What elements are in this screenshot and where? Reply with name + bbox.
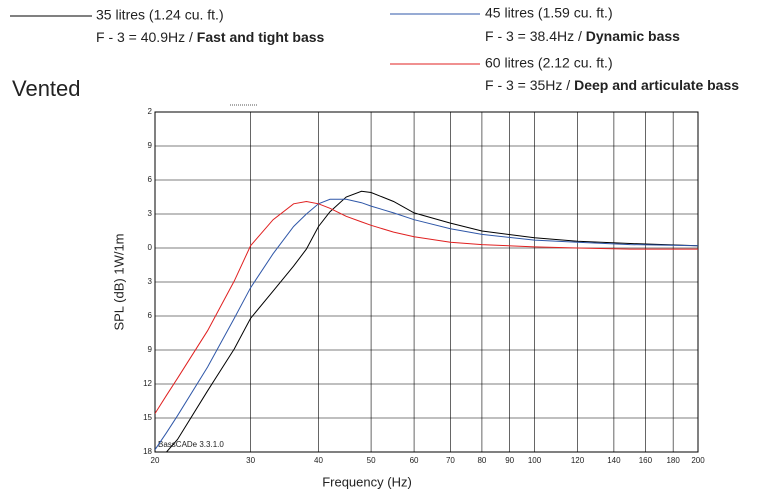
legend-detail: F - 3 = 38.4Hz / Dynamic bass bbox=[485, 28, 680, 44]
legend-label: 35 litres (1.24 cu. ft.) bbox=[96, 7, 224, 23]
x-tick-label: 90 bbox=[505, 456, 514, 465]
x-tick-label: 30 bbox=[246, 456, 255, 465]
series-line bbox=[155, 200, 698, 414]
y-axis-label: SPL (dB) 1W/1m bbox=[111, 233, 126, 330]
x-tick-label: 160 bbox=[639, 456, 653, 465]
x-tick-label: 70 bbox=[446, 456, 455, 465]
x-tick-label: 100 bbox=[528, 456, 542, 465]
legend-sound: Fast and tight bass bbox=[197, 29, 325, 45]
legend-detail: F - 3 = 40.9Hz / Fast and tight bass bbox=[96, 29, 325, 45]
legend-f3: F - 3 = 38.4Hz / bbox=[485, 28, 582, 44]
legend-detail: F - 3 = 35Hz / Deep and articulate bass bbox=[485, 77, 739, 93]
y-tick-label: 3 bbox=[148, 277, 153, 286]
legend-sound: Dynamic bass bbox=[586, 28, 680, 44]
x-tick-label: 140 bbox=[607, 456, 621, 465]
legend-label: 60 litres (2.12 cu. ft.) bbox=[485, 55, 613, 71]
y-tick-label: 12 bbox=[143, 379, 152, 388]
y-tick-label: 0 bbox=[148, 243, 153, 252]
y-tick-label: 18 bbox=[143, 447, 152, 456]
y-tick-label: 6 bbox=[148, 311, 153, 320]
x-tick-label: 200 bbox=[691, 456, 705, 465]
x-tick-label: 80 bbox=[477, 456, 486, 465]
x-tick-label: 50 bbox=[367, 456, 376, 465]
x-tick-label: 120 bbox=[571, 456, 585, 465]
x-axis-label: Frequency (Hz) bbox=[322, 474, 412, 489]
y-tick-label: 2 bbox=[148, 107, 153, 116]
legend-sound: Deep and articulate bass bbox=[574, 77, 739, 93]
series-line bbox=[155, 198, 698, 450]
x-tick-label: 180 bbox=[666, 456, 680, 465]
legend-label: 45 litres (1.59 cu. ft.) bbox=[485, 5, 613, 21]
legend-f3: F - 3 = 35Hz / bbox=[485, 77, 570, 93]
annotation: BassCADe 3.3.1.0 bbox=[158, 440, 224, 449]
y-tick-label: 6 bbox=[148, 175, 153, 184]
series-line bbox=[166, 190, 698, 452]
heading: Vented bbox=[12, 76, 81, 101]
legend-f3: F - 3 = 40.9Hz / bbox=[96, 29, 193, 45]
x-tick-label: 40 bbox=[314, 456, 323, 465]
y-tick-label: 9 bbox=[148, 345, 153, 354]
x-tick-label: 60 bbox=[410, 456, 419, 465]
y-tick-label: 3 bbox=[148, 209, 153, 218]
x-tick-label: 20 bbox=[151, 456, 160, 465]
y-tick-label: 9 bbox=[148, 141, 153, 150]
y-tick-label: 15 bbox=[143, 413, 152, 422]
plot-lines bbox=[155, 190, 698, 452]
